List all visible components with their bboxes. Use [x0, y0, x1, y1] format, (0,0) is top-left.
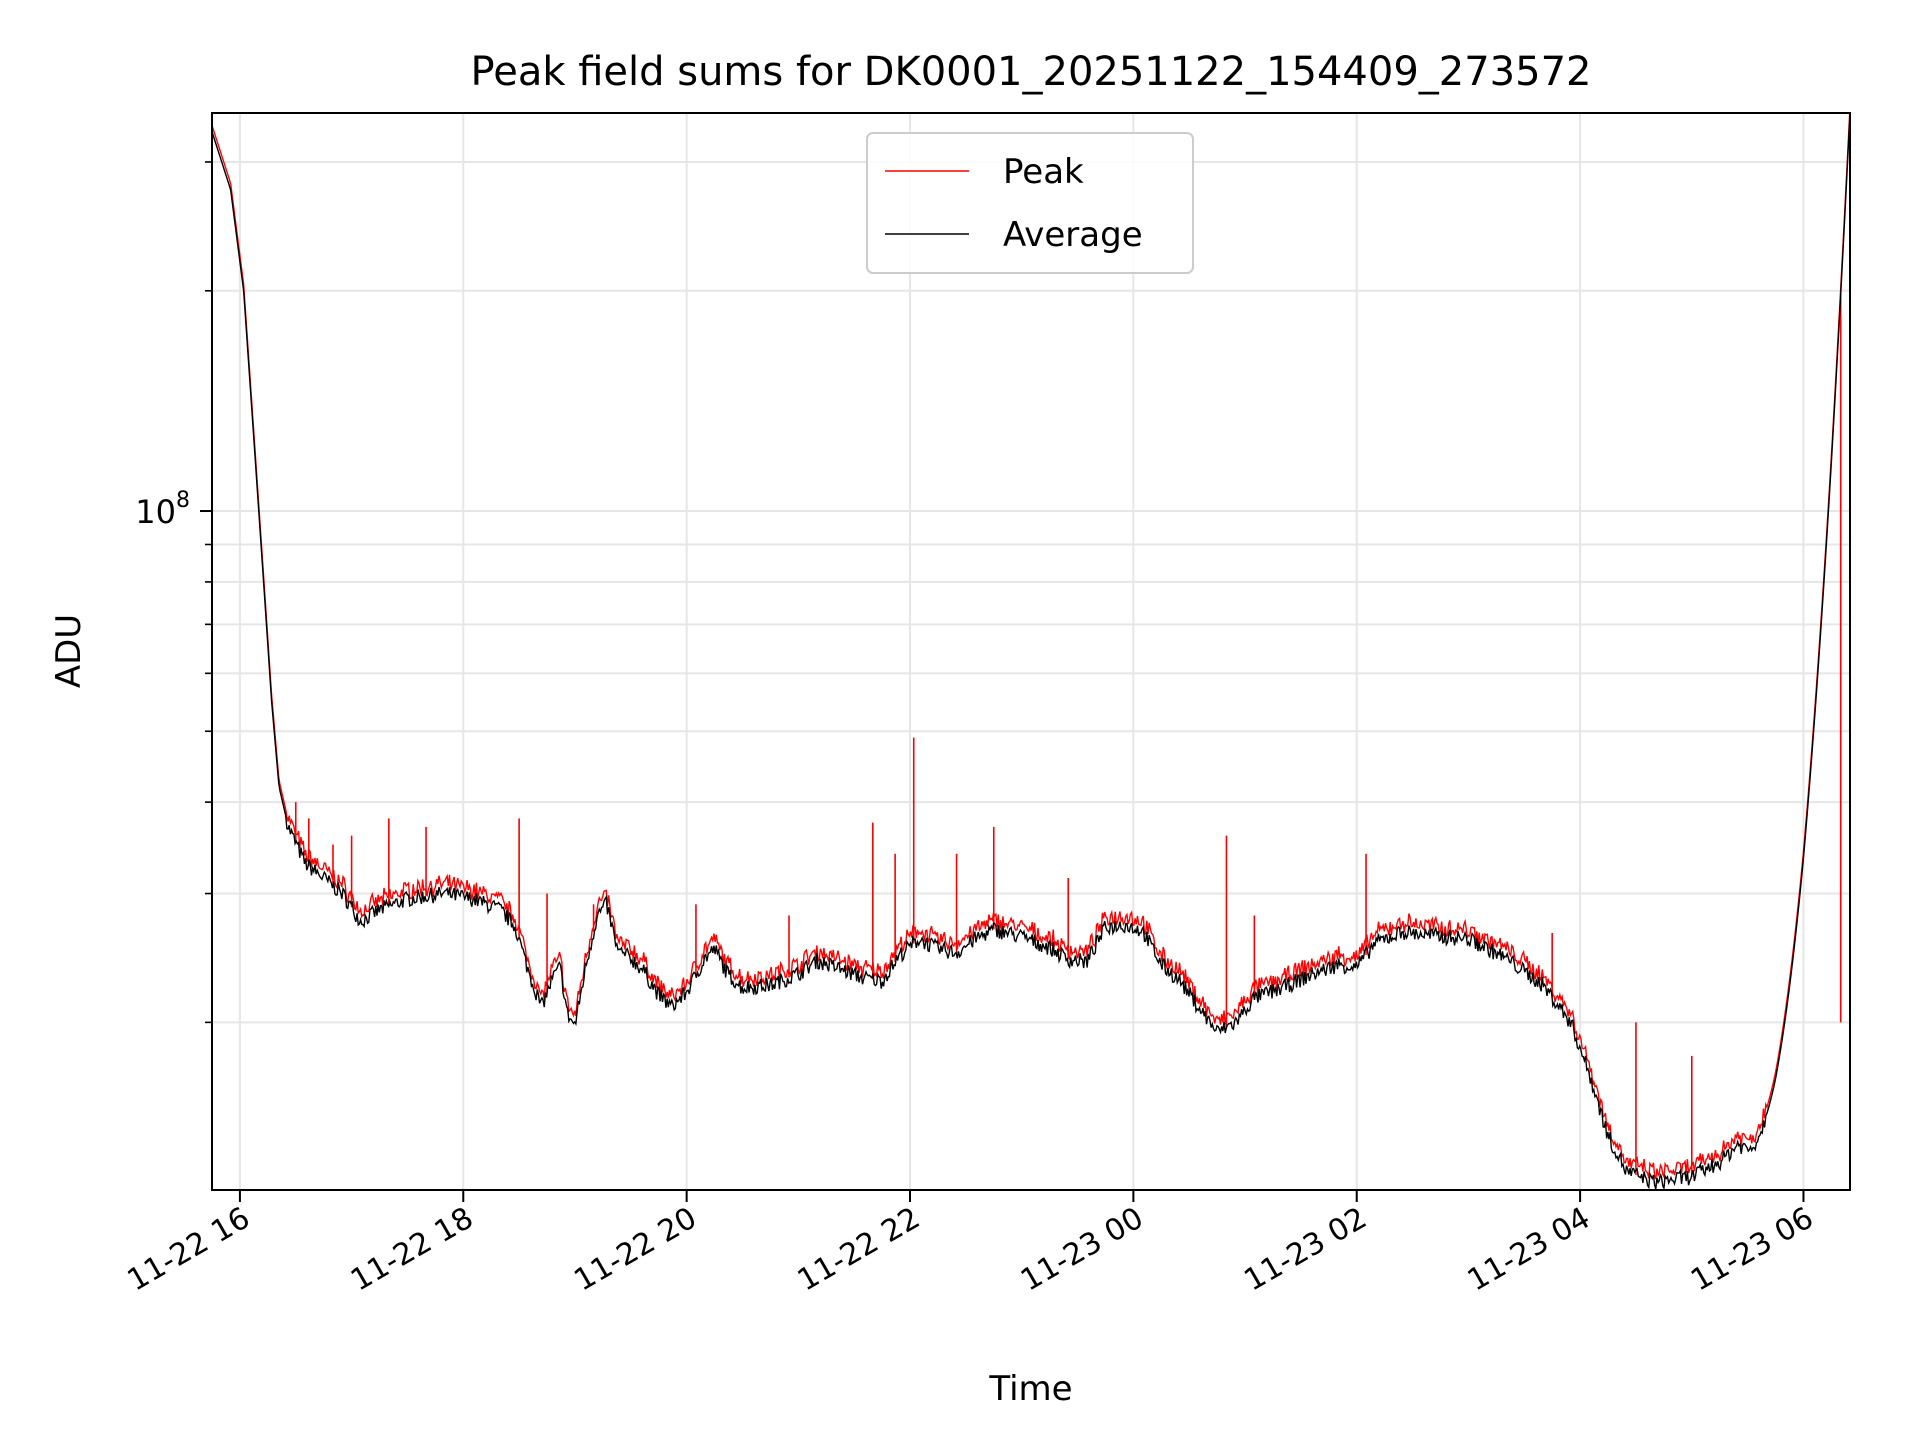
series-line-average [212, 113, 1850, 1190]
legend-box [866, 132, 1194, 274]
series-layer [212, 113, 1850, 1190]
grid [212, 113, 1850, 1190]
legend: Peak Average [866, 132, 1194, 274]
chart-title: Peak field sums for DK0001_20251122_1544… [471, 49, 1592, 95]
y-axis-ticks: 108 [135, 161, 212, 1024]
x-axis-label: Time [988, 1369, 1072, 1409]
plot-frame [211, 112, 1851, 1191]
legend-label-average: Average [1003, 215, 1143, 255]
y-axis-label: ADU [49, 614, 89, 688]
series-line-peak [212, 113, 1850, 1180]
legend-label-peak: Peak [1003, 152, 1084, 192]
y-tick-label: 108 [135, 488, 190, 531]
